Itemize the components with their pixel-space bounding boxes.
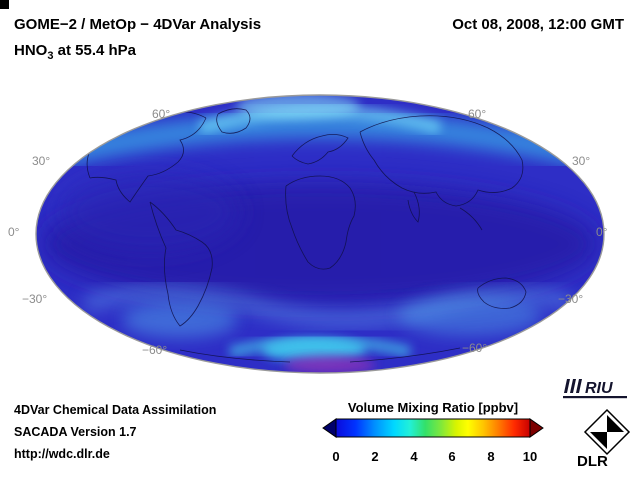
dlr-logo: DLR [577, 408, 631, 468]
riu-logo: RIU [563, 379, 627, 399]
world-map [35, 94, 605, 374]
lat-label-right-m30: −30° [558, 292, 584, 306]
lat-label-left-m60: −60° [142, 343, 168, 357]
riu-logo-bars [564, 379, 582, 393]
hno3-field [36, 95, 604, 373]
lat-label-right-m60: −60° [462, 341, 488, 355]
colorbar-gradient [335, 418, 531, 438]
credit-line-assimilation: 4DVar Chemical Data Assimilation [14, 403, 217, 417]
lat-label-left-0: 0° [8, 225, 20, 239]
compound-subscript: 3 [47, 50, 54, 62]
lat-label-left-m30: −30° [22, 292, 48, 306]
colorbar-tick: 2 [371, 449, 379, 464]
credit-line-version: SACADA Version 1.7 [14, 425, 137, 439]
dlr-emblem [583, 408, 631, 456]
plot-subtitle: HNO3 at 55.4 hPa [14, 42, 136, 62]
colorbar-tick: 6 [448, 449, 456, 464]
colorbar-tick: 8 [487, 449, 495, 464]
colorbar-tick: 4 [410, 449, 418, 464]
colorbar-title: Volume Mixing Ratio [ppbv] [347, 400, 519, 415]
colorbar-tick: 10 [522, 449, 538, 464]
riu-logo-underline [563, 396, 627, 399]
colorbar-left-arrow [322, 418, 337, 438]
plot-title: GOME−2 / MetOp − 4DVar Analysis [14, 16, 262, 33]
lat-label-right-0: 0° [596, 225, 608, 239]
lat-label-right-30: 30° [572, 154, 591, 168]
corner-mark [0, 0, 9, 9]
lat-label-left-60: 60° [152, 107, 171, 121]
lat-label-right-60: 60° [468, 107, 487, 121]
colorbar-right-arrow [529, 418, 544, 438]
map-outline [35, 94, 605, 374]
credit-line-url: http://wdc.dlr.de [14, 447, 110, 461]
colorbar-tick: 0 [332, 449, 340, 464]
compound-label: HNO [14, 42, 48, 59]
colorbar [322, 418, 544, 438]
lat-label-left-30: 30° [32, 154, 51, 168]
riu-logo-text: RIU [585, 380, 613, 397]
timestamp-label: Oct 08, 2008, 12:00 GMT [452, 16, 624, 33]
dlr-logo-text: DLR [577, 453, 608, 468]
pressure-level-label: at 55.4 hPa [53, 42, 137, 59]
